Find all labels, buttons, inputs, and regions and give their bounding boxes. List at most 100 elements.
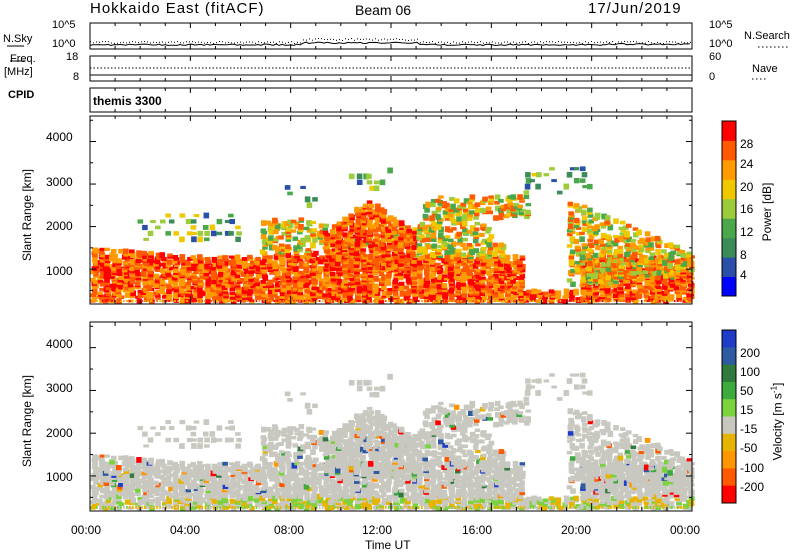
velocity-cell [468, 495, 474, 501]
velocity-cell [244, 477, 250, 481]
x-axis-label: Time UT [365, 538, 411, 552]
velocity-cell [116, 505, 122, 511]
velocity-cell [448, 415, 455, 419]
velocity-cell [130, 464, 136, 471]
velocity-cell [542, 498, 549, 503]
velocity-cell [211, 486, 217, 491]
power-cell [162, 292, 169, 298]
velocity-cell [231, 463, 237, 469]
power-cell [475, 262, 482, 267]
velocity-cell [336, 428, 343, 432]
velocity-cell [476, 458, 482, 464]
power-cell [485, 227, 491, 234]
velocity-cell [229, 498, 235, 502]
velocity-cell [300, 392, 306, 396]
power-cell [468, 289, 474, 294]
power-cell [438, 232, 444, 238]
velocity-cell [172, 461, 178, 466]
power-cell [350, 265, 356, 269]
power-cell [570, 249, 576, 254]
power-cell [479, 283, 486, 289]
nsearch-point [657, 41, 658, 43]
power-cell [303, 283, 309, 288]
nsearch-point [690, 41, 691, 43]
velocity-cell [359, 435, 366, 440]
power-cell [399, 290, 406, 296]
power-cell [418, 278, 424, 282]
velocity-cell [525, 409, 532, 413]
velocity-cell [329, 471, 336, 477]
power-cell [140, 291, 146, 295]
velocity-cell [159, 474, 166, 480]
velocity-cell [499, 496, 506, 501]
power-cell [255, 294, 261, 300]
velocity-cell [306, 426, 312, 432]
velocity-cell [128, 457, 134, 463]
power-cell [92, 279, 99, 285]
velocity-cell [444, 474, 451, 480]
velocity-cell [385, 456, 391, 461]
nsearch-point [201, 41, 202, 43]
velocity-cell [362, 491, 368, 498]
power-cell [322, 281, 328, 287]
velocity-cell [356, 441, 363, 446]
power-cell [447, 269, 454, 276]
power-cell [398, 260, 404, 267]
nsearch-point [228, 41, 229, 43]
power-cell [462, 213, 469, 220]
velocity-cell [298, 426, 305, 430]
velocity-cell [90, 477, 96, 482]
velocity-cell [93, 479, 99, 483]
power-cell [416, 273, 423, 279]
power-cell [343, 279, 349, 284]
power-cell [412, 229, 419, 233]
power-cell [362, 270, 369, 275]
power-cell [410, 269, 417, 276]
power-cell [318, 223, 325, 229]
nsearch-point [267, 41, 268, 43]
power-cell [197, 286, 203, 293]
velocity-cell [262, 461, 268, 466]
nsearch-point [180, 42, 181, 44]
power-cell [444, 202, 450, 207]
power-cell [153, 283, 160, 288]
power-cell [281, 221, 288, 227]
power-cell [505, 294, 511, 300]
power-cell [450, 241, 457, 248]
power-cell [498, 293, 504, 298]
power-cell [155, 252, 162, 258]
power-cell [174, 262, 180, 267]
velocity-cell [447, 476, 454, 482]
power-cell [441, 244, 447, 250]
velocity-cell [488, 440, 495, 446]
power-cell [435, 198, 441, 203]
velocity-cell [479, 439, 485, 444]
power-cell [406, 261, 413, 266]
velocity-cbar-tick: 200 [740, 346, 761, 360]
velocity-cell [375, 446, 381, 452]
power-cell [570, 268, 576, 273]
velocity-cell [381, 460, 387, 465]
power-cell [518, 277, 524, 283]
power-cell [481, 246, 487, 251]
velocity-cell [278, 460, 284, 467]
power-cell [130, 258, 136, 264]
velocity-cell [488, 474, 495, 480]
velocity-cell [356, 423, 362, 429]
velocity-cell [394, 442, 401, 448]
velocity-cell [344, 483, 350, 487]
nsearch-tick-top: 10^5 [709, 19, 733, 31]
velocity-cell [498, 449, 505, 454]
velocity-cell [475, 502, 481, 507]
power-cell [472, 238, 479, 244]
velocity-cell [234, 488, 241, 493]
power-cell [150, 220, 156, 224]
power-cell [211, 279, 217, 285]
velocity-cell [480, 431, 486, 437]
power-cell [325, 252, 332, 256]
velocity-cell [379, 413, 385, 419]
velocity-cell [202, 431, 209, 437]
nsearch-point [573, 42, 574, 43]
power-cell [399, 253, 406, 259]
power-cell [224, 219, 231, 223]
